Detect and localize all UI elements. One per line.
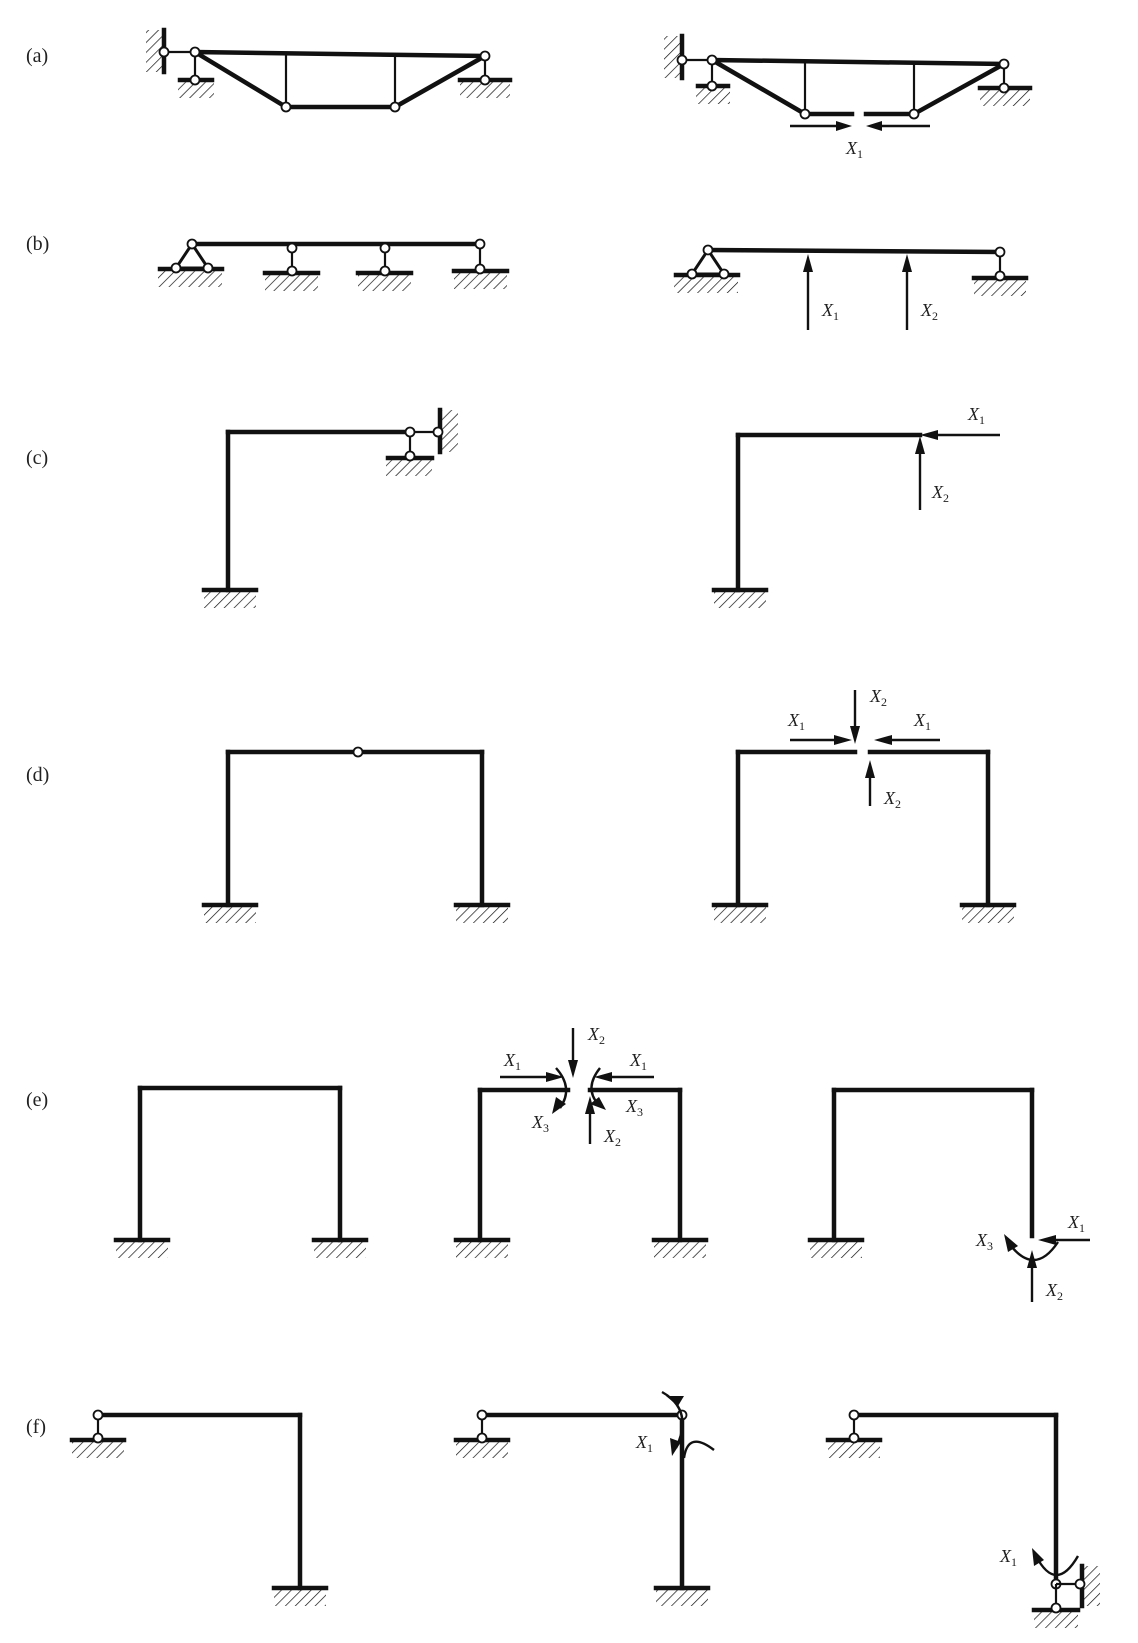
d-x1-left: X1: [787, 710, 805, 733]
e-x2-bottom: X2: [603, 1126, 621, 1149]
e-x3-support: X3: [975, 1230, 993, 1253]
e-x1-support: X1: [1067, 1212, 1085, 1235]
diagram-e-basic-system-1: X1 X1 X2 X2 X3 X3: [453, 1024, 709, 1258]
diagram-a-basic-system: X1: [664, 33, 1033, 161]
diagram-d-basic-system: X1 X1 X2 X2: [711, 686, 1017, 923]
diagram-e-original: [113, 1085, 369, 1258]
c-x2: X2: [931, 482, 949, 505]
diagram-c-original: [201, 407, 458, 608]
d-x2-top: X2: [869, 686, 887, 709]
diagram-b-basic-system: X1 X2: [673, 244, 1029, 330]
b-x1: X1: [821, 300, 839, 323]
f-x1-right: X1: [999, 1546, 1017, 1569]
e-x1-right: X1: [629, 1050, 647, 1073]
d-x2-bottom: X2: [883, 788, 901, 811]
b-x2: X2: [920, 300, 938, 323]
label-b: (b): [26, 233, 49, 255]
diagram-a-original: [146, 27, 513, 113]
e-x2-support: X2: [1045, 1280, 1063, 1303]
a-x1: X1: [845, 138, 863, 161]
d-x1-right: X1: [913, 710, 931, 733]
diagram-d-original: [201, 746, 511, 923]
e-x3-left: X3: [531, 1112, 549, 1135]
e-x3-right: X3: [625, 1096, 643, 1119]
diagram-e-basic-system-2: X1 X2 X3: [807, 1087, 1090, 1303]
e-x2-top: X2: [587, 1024, 605, 1047]
diagram-b-original: [157, 238, 510, 291]
diagram-c-basic-system: X1 X2: [711, 404, 1000, 608]
label-c: (c): [26, 447, 48, 469]
label-a: (a): [26, 45, 48, 67]
diagram-f-basic-system-2: X1: [825, 1409, 1100, 1628]
c-x1: X1: [967, 404, 985, 427]
f-x1-middle: X1: [635, 1432, 653, 1455]
diagram-f-basic-system-1: X1: [453, 1390, 715, 1606]
label-d: (d): [26, 764, 49, 786]
e-x1-left: X1: [503, 1050, 521, 1073]
label-f: (f): [26, 1416, 46, 1438]
diagram-f-original: [69, 1409, 329, 1606]
label-e: (e): [26, 1089, 48, 1111]
